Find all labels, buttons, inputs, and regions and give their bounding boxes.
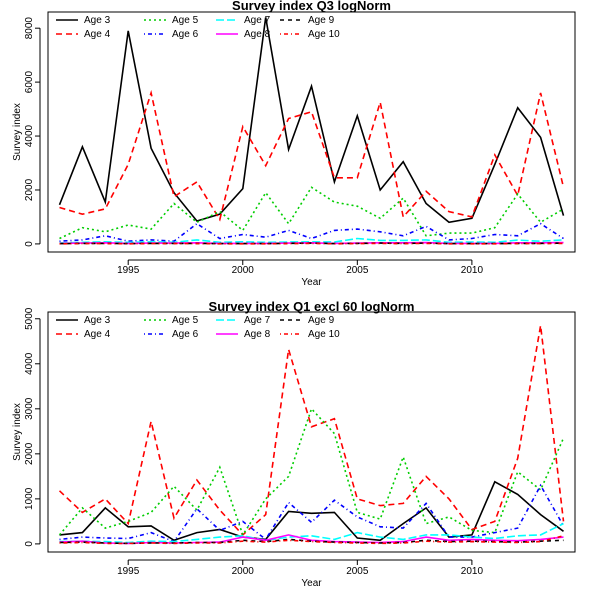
y-axis-title: Survey index [12,403,23,461]
y-tick-label: 4000 [24,124,35,147]
x-tick-label: 1995 [117,566,140,577]
series-line-age-4 [58,325,565,537]
y-tick-label: 2000 [24,442,35,465]
series-line-age-7 [59,522,564,544]
series-line-age-6 [59,222,564,243]
legend-label: Age 7 [244,15,271,26]
plot-frame [47,311,576,553]
series-line-age-7 [59,237,564,244]
series-line-age-3 [59,480,564,542]
legend-label: Age 8 [244,329,271,340]
x-tick-label: 2000 [232,566,255,577]
series-group [58,17,565,245]
x-tick-label: 2010 [461,265,484,276]
legend-label: Age 10 [308,29,340,40]
series-group [58,325,565,545]
legend-label: Age 9 [308,315,335,326]
legend-label: Age 6 [172,29,199,40]
y-tick-label: 8000 [24,17,35,40]
x-tick-label: 2010 [461,566,484,577]
legend-label: Age 4 [84,29,111,40]
x-tick-label: 1995 [117,265,140,276]
y-tick-label: 5000 [24,307,35,330]
legend-label: Age 8 [244,29,271,40]
y-tick-label: 1000 [24,487,35,510]
chart-title: Survey index Q3 logNorm [232,0,391,13]
legend: Age 3 Age 4 Age 5 Age 6 Age 7 Age 8 Age 9 Age 1… [56,315,340,340]
y-axis-title: Survey index [12,103,23,161]
legend-label: Age 3 [84,315,111,326]
legend-label: Age 6 [172,329,199,340]
y-tick-label: 3000 [24,397,35,420]
y-tick-label: 2000 [24,178,35,201]
legend-label: Age 4 [84,329,111,340]
y-tick-label: 6000 [24,71,35,94]
y-tick-label: 0 [24,541,35,547]
legend-label: Age 5 [172,315,199,326]
chart-panel-q3: Survey index Q3 logNorm 1995 2000 2005 2010 0… [12,0,576,288]
series-line-age-6 [59,483,565,543]
x-axis-title: Year [301,578,322,589]
chart-title: Survey index Q1 excl 60 logNorm [209,299,415,314]
legend-label: Age 10 [308,329,340,340]
legend-label: Age 3 [84,15,111,26]
series-line-age-10 [59,535,564,545]
x-axis-title: Year [301,277,322,288]
legend-label: Age 5 [172,15,199,26]
legend: Age 3 Age 4 Age 5 Age 6 Age 7 Age 8 Age 9 Age 1… [56,15,340,40]
chart-panel-q1: Survey index Q1 excl 60 logNorm 1995 2000 2… [12,299,576,589]
legend-label: Age 7 [244,315,271,326]
y-tick-label: 0 [24,241,35,247]
series-line-age-5 [58,407,565,537]
x-tick-label: 2005 [346,566,369,577]
series-line-age-5 [59,186,564,240]
x-tick-label: 2000 [232,265,255,276]
series-line-age-4 [59,89,565,222]
y-tick-label: 4000 [24,352,35,375]
series-line-age-3 [58,17,565,224]
plot-frame [47,11,576,253]
x-tick-label: 2005 [346,265,369,276]
legend-label: Age 9 [308,15,335,26]
